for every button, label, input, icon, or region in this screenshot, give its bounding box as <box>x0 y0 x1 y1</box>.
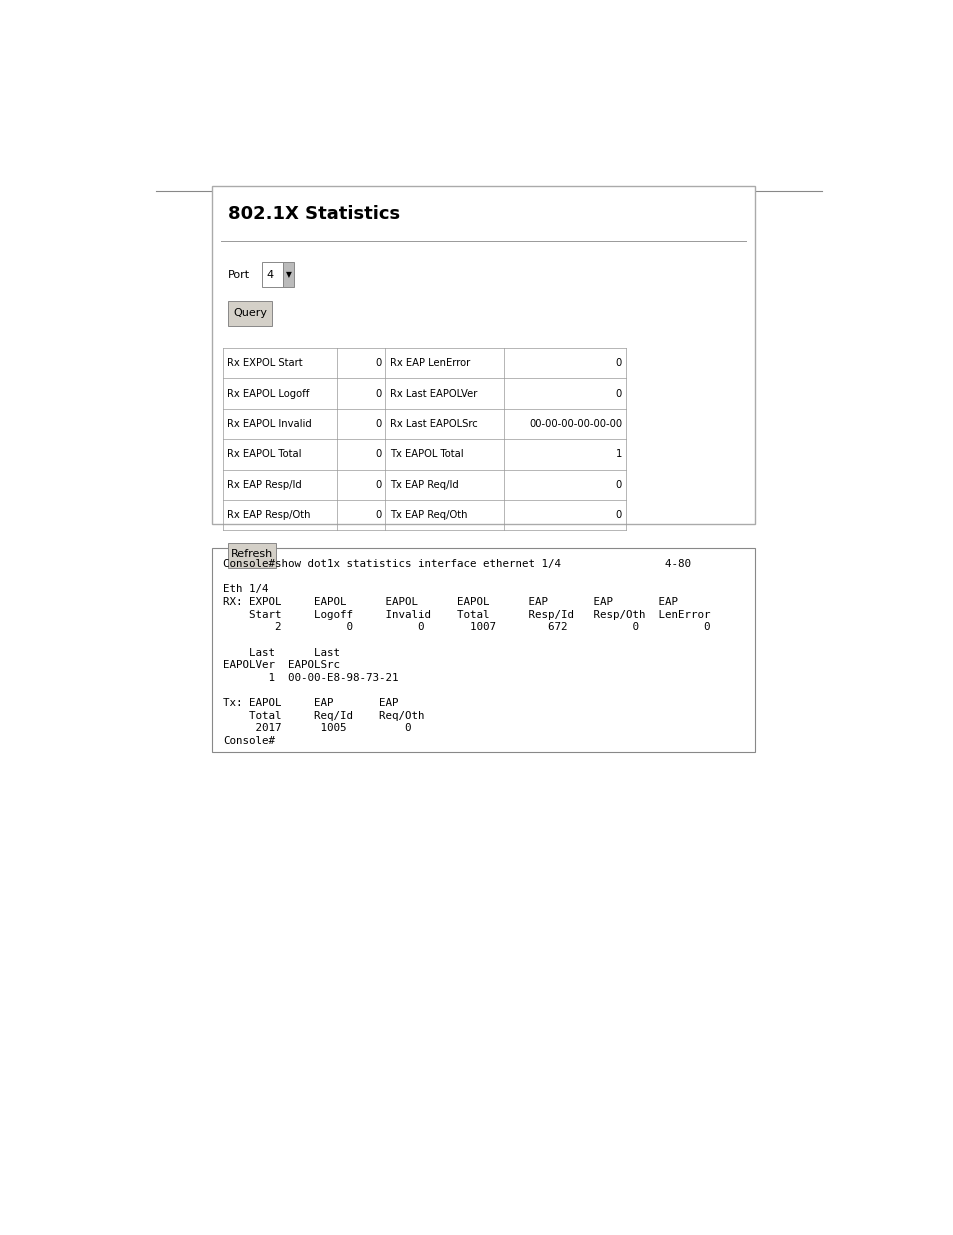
FancyBboxPatch shape <box>228 301 272 326</box>
Text: Tx EAP Req/Id: Tx EAP Req/Id <box>390 480 458 490</box>
Text: Rx Last EAPOLVer: Rx Last EAPOLVer <box>390 389 476 399</box>
Text: RX: EXPOL     EAPOL      EAPOL      EAPOL      EAP       EAP       EAP: RX: EXPOL EAPOL EAPOL EAPOL EAP EAP EAP <box>223 597 678 606</box>
FancyBboxPatch shape <box>228 543 275 568</box>
Text: Rx EAP Resp/Id: Rx EAP Resp/Id <box>227 480 302 490</box>
Text: 00-00-00-00-00-00: 00-00-00-00-00-00 <box>528 419 621 429</box>
Text: Console#show dot1x statistics interface ethernet 1/4                4-80: Console#show dot1x statistics interface … <box>223 559 691 569</box>
Text: Eth 1/4: Eth 1/4 <box>223 584 269 594</box>
Text: Port: Port <box>228 269 250 279</box>
FancyBboxPatch shape <box>212 547 755 752</box>
FancyBboxPatch shape <box>282 262 294 287</box>
FancyBboxPatch shape <box>262 262 282 287</box>
Text: Tx: EAPOL     EAP       EAP: Tx: EAPOL EAP EAP <box>223 698 398 708</box>
Text: 802.1X Statistics: 802.1X Statistics <box>228 205 399 224</box>
Text: Refresh: Refresh <box>231 550 273 559</box>
Text: 2017      1005         0: 2017 1005 0 <box>223 724 412 734</box>
Text: Start     Logoff     Invalid    Total      Resp/Id   Resp/Oth  LenError: Start Logoff Invalid Total Resp/Id Resp/… <box>223 610 710 620</box>
Text: Rx EAP LenError: Rx EAP LenError <box>390 358 470 368</box>
Text: Total     Req/Id    Req/Oth: Total Req/Id Req/Oth <box>223 711 424 721</box>
Text: EAPOLVer  EAPOLSrc: EAPOLVer EAPOLSrc <box>223 661 340 671</box>
Text: 0: 0 <box>375 358 381 368</box>
Text: 0: 0 <box>375 419 381 429</box>
Text: Tx EAP Req/Oth: Tx EAP Req/Oth <box>390 510 467 520</box>
Text: Rx Last EAPOLSrc: Rx Last EAPOLSrc <box>390 419 477 429</box>
Text: 0: 0 <box>615 510 621 520</box>
Text: 4: 4 <box>266 269 274 279</box>
Text: Rx EAPOL Logoff: Rx EAPOL Logoff <box>227 389 309 399</box>
Text: Rx EAPOL Total: Rx EAPOL Total <box>227 450 301 459</box>
Text: 0: 0 <box>375 450 381 459</box>
Text: 0: 0 <box>615 389 621 399</box>
Text: 1: 1 <box>615 450 621 459</box>
Text: Rx EAPOL Invalid: Rx EAPOL Invalid <box>227 419 312 429</box>
Text: Console#: Console# <box>223 736 275 746</box>
Text: Query: Query <box>233 308 267 317</box>
Text: ▼: ▼ <box>285 270 292 279</box>
Text: 0: 0 <box>615 358 621 368</box>
Text: Rx EAP Resp/Oth: Rx EAP Resp/Oth <box>227 510 311 520</box>
Text: 0: 0 <box>375 480 381 490</box>
Text: Last      Last: Last Last <box>223 647 340 657</box>
Text: 2          0          0       1007        672          0          0: 2 0 0 1007 672 0 0 <box>223 622 710 632</box>
Text: 1  00-00-E8-98-73-21: 1 00-00-E8-98-73-21 <box>223 673 398 683</box>
Text: 0: 0 <box>375 510 381 520</box>
FancyBboxPatch shape <box>212 186 755 524</box>
Text: 0: 0 <box>615 480 621 490</box>
Text: 0: 0 <box>375 389 381 399</box>
Text: Tx EAPOL Total: Tx EAPOL Total <box>390 450 463 459</box>
Text: Rx EXPOL Start: Rx EXPOL Start <box>227 358 302 368</box>
